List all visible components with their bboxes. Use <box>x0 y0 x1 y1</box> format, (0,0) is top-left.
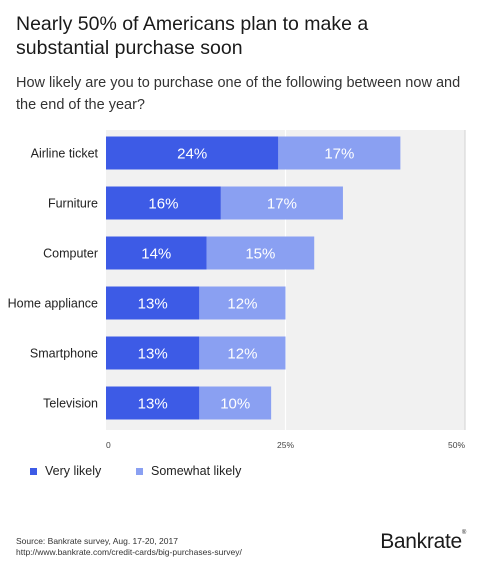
legend-label-somewhat-likely: Somewhat likely <box>151 464 242 478</box>
data-label: 17% <box>324 146 354 163</box>
bar-segment <box>106 386 200 420</box>
source-url: http://www.bankrate.com/credit-cards/big… <box>16 546 242 557</box>
data-label: 12% <box>227 296 257 313</box>
bar-segment <box>106 236 207 270</box>
x-tick-label: 50% <box>448 440 465 450</box>
data-label: 14% <box>141 246 171 263</box>
category-label: Airline ticket <box>31 147 99 161</box>
bar-segment <box>278 136 401 170</box>
x-tick-label: 25% <box>277 440 294 450</box>
data-label: 17% <box>267 196 297 213</box>
data-label: 12% <box>227 346 257 363</box>
logo-text: Bankrate <box>380 530 462 553</box>
bar-segment <box>206 236 315 270</box>
data-label: 13% <box>138 296 168 313</box>
category-label: Television <box>43 397 98 411</box>
legend-swatch-somewhat-likely <box>136 467 143 475</box>
bar-segment <box>106 286 200 320</box>
legend-label-very-likely: Very likely <box>45 464 102 478</box>
stacked-bar-chart: 0 25% 50% Airline ticket 24% 17% Furniture 16% 1… <box>8 130 466 450</box>
source-note: Source: Bankrate survey, Aug. 17-20, 201… <box>16 536 242 557</box>
bar-segment <box>199 286 286 320</box>
category-label: Computer <box>43 247 98 261</box>
bar-segment <box>220 186 343 220</box>
category-label: Home appliance <box>8 297 98 311</box>
data-label: 24% <box>177 146 207 163</box>
source-line: Source: Bankrate survey, Aug. 17-20, 201… <box>16 536 178 546</box>
data-label: 16% <box>148 196 178 213</box>
chart-subtitle: How likely are you to purchase one of th… <box>16 75 461 113</box>
bar-segment <box>199 336 286 370</box>
legend-swatch-very-likely <box>30 467 37 475</box>
chart-title: Nearly 50% of Americans plan to make a s… <box>16 13 369 59</box>
bankrate-logo: Bankrate® <box>380 530 466 553</box>
legend-item-somewhat-likely: Somewhat likely <box>136 464 241 478</box>
category-label: Smartphone <box>30 347 98 361</box>
bar-segment <box>106 186 221 220</box>
legend-item-very-likely: Very likely <box>30 464 101 478</box>
data-label: 13% <box>138 396 168 413</box>
data-label: 10% <box>220 396 250 413</box>
data-label: 13% <box>138 346 168 363</box>
category-label: Furniture <box>48 197 98 211</box>
bar-segment <box>106 136 279 170</box>
data-label: 15% <box>245 246 275 263</box>
bar-segment <box>199 386 272 420</box>
bar-segment <box>106 336 200 370</box>
x-tick-label: 0 <box>106 440 111 450</box>
